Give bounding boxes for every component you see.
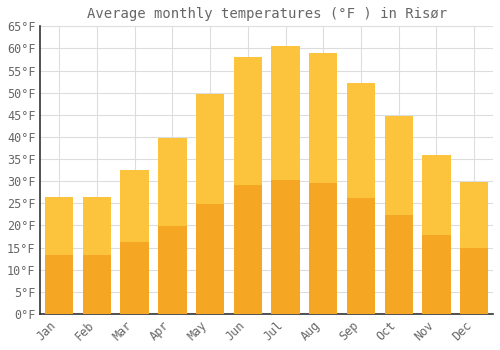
Bar: [196, 93, 224, 314]
Bar: [45, 197, 74, 314]
Bar: [422, 155, 450, 314]
Bar: [309, 53, 338, 314]
Bar: [45, 197, 74, 256]
Bar: [83, 197, 111, 314]
Bar: [120, 170, 149, 314]
Bar: [309, 53, 338, 183]
Bar: [347, 83, 375, 314]
Bar: [384, 116, 413, 314]
Bar: [158, 138, 186, 226]
Bar: [460, 182, 488, 314]
Bar: [460, 182, 488, 248]
Bar: [384, 116, 413, 215]
Bar: [196, 93, 224, 204]
Bar: [272, 46, 299, 180]
Bar: [83, 197, 111, 256]
Bar: [234, 57, 262, 314]
Bar: [272, 46, 299, 314]
Bar: [347, 83, 375, 198]
Bar: [234, 57, 262, 186]
Bar: [120, 170, 149, 242]
Bar: [422, 155, 450, 235]
Title: Average monthly temperatures (°F ) in Risør: Average monthly temperatures (°F ) in Ri…: [86, 7, 446, 21]
Bar: [158, 138, 186, 314]
